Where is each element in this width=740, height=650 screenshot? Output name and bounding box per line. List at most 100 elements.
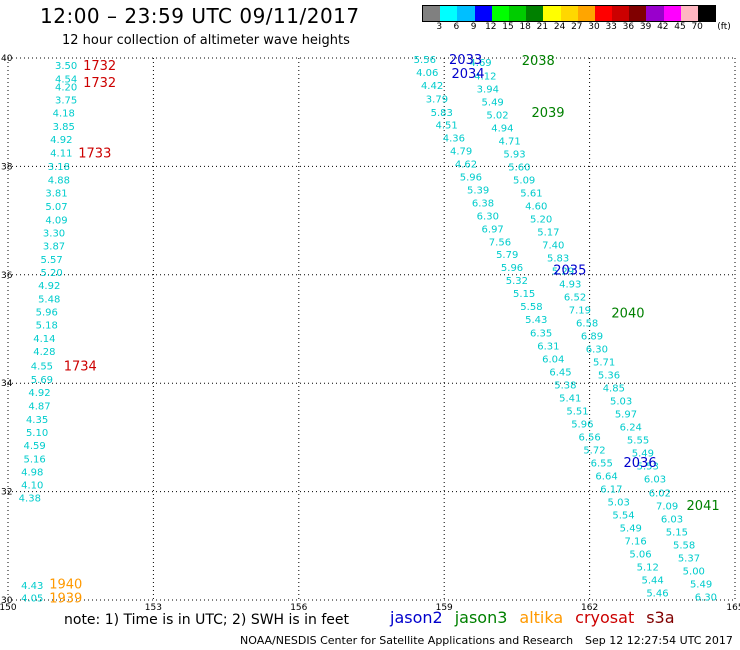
wave-height-value: 4.09 bbox=[45, 216, 67, 227]
color-scale-label: 24 bbox=[553, 22, 566, 32]
wave-height-value: 5.20 bbox=[530, 214, 552, 225]
wave-height-value: 5.39 bbox=[467, 186, 489, 197]
wave-height-value: 4.10 bbox=[21, 481, 43, 492]
wave-height-value: 6.45 bbox=[549, 367, 571, 378]
wave-height-value: 6.31 bbox=[537, 341, 559, 352]
wave-height-value: 5.29 bbox=[552, 266, 574, 277]
color-swatch-1 bbox=[440, 6, 458, 21]
wave-height-value: 5.49 bbox=[632, 449, 654, 460]
wave-height-value: 5.03 bbox=[608, 497, 630, 508]
chart-subtitle: 12 hour collection of altimeter wave hei… bbox=[62, 33, 350, 48]
color-swatch-7 bbox=[543, 6, 561, 21]
color-scale-label: 70 bbox=[691, 22, 703, 32]
wave-height-value: 5.58 bbox=[520, 302, 542, 313]
wave-height-value: 5.83 bbox=[431, 108, 453, 119]
wave-height-value: 4.18 bbox=[53, 109, 75, 120]
y-tick-label: 34 bbox=[1, 379, 13, 389]
wave-height-value: 6.30 bbox=[695, 593, 717, 604]
wave-height-value: 6.52 bbox=[564, 292, 586, 303]
wave-height-value: 4.20 bbox=[55, 83, 77, 94]
wave-height-value: 5.16 bbox=[24, 455, 46, 466]
wave-height-value: 5.49 bbox=[620, 523, 642, 534]
wave-height-value: 4.94 bbox=[491, 123, 513, 134]
color-scale-label: 42 bbox=[657, 22, 669, 32]
wave-height-value: 6.03 bbox=[644, 475, 666, 486]
generated-timestamp: Sep 12 12:27:54 UTC 2017 bbox=[585, 634, 733, 647]
wave-height-value: 5.96 bbox=[460, 173, 482, 184]
wave-height-value: 4.71 bbox=[498, 136, 520, 147]
legend-altika: altika bbox=[519, 608, 564, 627]
wave-height-value: 5.53 bbox=[637, 462, 659, 473]
wave-height-value: 5.61 bbox=[520, 188, 542, 199]
wave-height-value: 6.02 bbox=[649, 489, 671, 500]
wave-height-value: 6.97 bbox=[482, 225, 504, 236]
wave-height-value: 3.87 bbox=[43, 242, 65, 253]
wave-height-value: 5.72 bbox=[583, 445, 605, 456]
pass-time-label: 2034 bbox=[451, 67, 484, 82]
wave-height-value: 5.02 bbox=[486, 110, 508, 121]
wave-height-value: 3.94 bbox=[477, 84, 499, 95]
color-swatch-3 bbox=[474, 6, 492, 21]
wave-height-value: 5.96 bbox=[571, 419, 593, 430]
chart-title: 12:00 – 23:59 UTC 09/11/2017 bbox=[40, 4, 360, 28]
pass-time-label: 2039 bbox=[531, 106, 564, 121]
wave-height-value: 5.48 bbox=[38, 295, 60, 306]
wave-height-value: 7.16 bbox=[625, 536, 647, 547]
color-swatch-10 bbox=[594, 6, 613, 21]
wave-height-value: 3.79 bbox=[426, 95, 448, 106]
pass-time-label: 2035 bbox=[553, 263, 586, 278]
wave-height-value: 4.11 bbox=[50, 148, 72, 159]
wave-height-value: 5.71 bbox=[593, 358, 615, 369]
wave-height-value: 4.98 bbox=[21, 468, 43, 479]
wave-height-value: 5.97 bbox=[615, 410, 637, 421]
wave-height-value: 4.36 bbox=[443, 134, 465, 145]
x-tick-label: 153 bbox=[145, 603, 162, 613]
wave-height-value: 7.09 bbox=[656, 502, 678, 513]
wave-height-value: 4.92 bbox=[50, 135, 72, 146]
wave-height-values: 3.50 4.544.20 3.75 4.18 3.85 4.92 4.11 3.18 4.88… bbox=[19, 55, 717, 604]
wave-height-value: 5.00 bbox=[683, 567, 705, 578]
color-scale-label: 6 bbox=[453, 22, 460, 32]
wave-height-value: 4.14 bbox=[33, 334, 55, 345]
wave-height-value: 4.38 bbox=[19, 494, 41, 505]
wave-height-value: 4.43 bbox=[21, 581, 43, 592]
color-scale-label: 33 bbox=[605, 22, 617, 32]
wave-height-value: 7.56 bbox=[489, 238, 511, 249]
wave-height-value: 5.17 bbox=[537, 227, 559, 238]
x-tick-label: 159 bbox=[436, 603, 453, 613]
wave-height-value: 4.55 bbox=[31, 361, 53, 372]
wave-height-value: 5.69 bbox=[31, 375, 53, 386]
x-tick-label: 162 bbox=[581, 603, 598, 613]
wave-height-value: 6.17 bbox=[600, 484, 622, 495]
color-swatch-8 bbox=[560, 6, 578, 21]
color-scale-label: 27 bbox=[571, 22, 583, 32]
legend-s3a: s3a bbox=[646, 608, 675, 627]
wave-height-value: 5.15 bbox=[513, 289, 535, 300]
wave-height-value: 5.49 bbox=[690, 580, 712, 591]
satellite-legend: jason2 jason3 altika cryosat s3a bbox=[390, 608, 687, 627]
wave-height-value: 5.20 bbox=[40, 268, 62, 279]
wave-height-value: 6.38 bbox=[472, 199, 494, 210]
wave-height-value: 6.89 bbox=[581, 332, 603, 343]
wave-height-value: 5.32 bbox=[506, 276, 528, 287]
wave-height-value: 6.04 bbox=[542, 354, 564, 365]
legend-cryosat: cryosat bbox=[575, 608, 635, 627]
wave-height-value: 5.41 bbox=[559, 393, 581, 404]
color-swatch-2 bbox=[457, 6, 475, 21]
color-swatch-4 bbox=[491, 6, 509, 21]
wave-height-value: 5.38 bbox=[554, 380, 576, 391]
x-tick-label: 165 bbox=[726, 603, 740, 613]
color-scale-label: 39 bbox=[639, 22, 652, 32]
wave-height-value: 4.85 bbox=[603, 384, 625, 395]
pass-time-label: 1940 bbox=[49, 578, 82, 593]
color-scale-label: 12 bbox=[485, 22, 497, 32]
wave-height-value: 5.96 bbox=[36, 308, 58, 319]
wave-height-value: 6.58 bbox=[576, 318, 598, 329]
wave-height-value: 5.03 bbox=[610, 397, 632, 408]
color-scale-label: 3 bbox=[436, 22, 443, 32]
color-scale-labels: 3 6 9 12 15 18 21 24 27 30 33 36 39 42 45 70 (ft) bbox=[422, 22, 740, 34]
y-tick-label: 32 bbox=[1, 488, 12, 498]
color-swatch-11 bbox=[612, 6, 630, 21]
color-swatch-13 bbox=[646, 6, 664, 21]
